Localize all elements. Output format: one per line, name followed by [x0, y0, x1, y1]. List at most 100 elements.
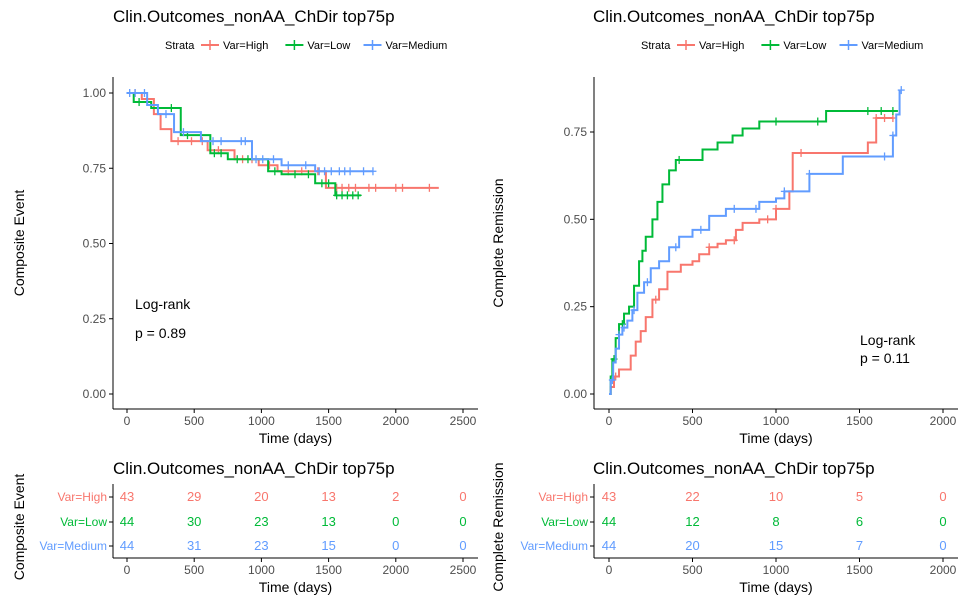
risk-count: 23 [254, 514, 268, 529]
p-value: p = 0.11 [860, 350, 910, 366]
risk-count: 0 [939, 538, 946, 553]
risk-count: 43 [120, 489, 134, 504]
series-line [127, 92, 373, 173]
risk-count: 0 [939, 489, 946, 504]
x-tick-label: 1500 [315, 414, 342, 428]
table-row-label: Var=Low [60, 515, 107, 529]
table-row-label: Var=High [58, 490, 107, 504]
table-x-tick-label: 0 [606, 563, 613, 577]
table-title: Clin.Outcomes_nonAA_ChDir top75p [113, 459, 395, 478]
risk-count: 0 [392, 514, 399, 529]
y-tick-label: 0.75 [83, 161, 107, 175]
table-y-axis-label: Complete Remission [490, 462, 506, 591]
table-y-axis-label: Composite Event [11, 474, 27, 581]
table-row-label: Var=Medium [521, 539, 588, 553]
table-x-tick-label: 0 [124, 563, 131, 577]
risk-count: 12 [685, 514, 699, 529]
table-x-axis-label: Time (days) [739, 579, 812, 595]
y-axis-label: Composite Event [11, 190, 27, 297]
y-axis-label: Complete Remission [490, 178, 506, 307]
risk-count: 20 [685, 538, 699, 553]
table-row-label: Var=Low [541, 515, 588, 529]
y-tick-label: 0.50 [564, 212, 588, 226]
legend-title: Strata [641, 40, 671, 52]
risk-count: 0 [392, 538, 399, 553]
chart-title: Clin.Outcomes_nonAA_ChDir top75p [593, 7, 875, 26]
table-x-tick-label: 2500 [450, 563, 477, 577]
logrank-label: Log-rank [135, 296, 191, 312]
risk-count: 2 [392, 489, 399, 504]
x-tick-label: 2000 [930, 414, 957, 428]
x-tick-label: 0 [606, 414, 613, 428]
x-tick-label: 2500 [450, 414, 477, 428]
x-tick-label: 1500 [846, 414, 873, 428]
series-line [609, 110, 898, 395]
risk-count: 43 [602, 489, 616, 504]
table-x-tick-label: 1000 [248, 563, 275, 577]
legend-entry: Var=High [223, 40, 268, 52]
table-x-tick-label: 1500 [846, 563, 873, 577]
table-row-label: Var=High [539, 490, 588, 504]
table-x-tick-label: 500 [682, 563, 702, 577]
risk-count: 15 [321, 538, 335, 553]
table-x-tick-label: 2000 [930, 563, 957, 577]
legend-entry: Var=Low [307, 40, 350, 52]
series-line [609, 90, 901, 395]
y-tick-label: 0.00 [83, 387, 107, 401]
y-tick-label: 0.75 [564, 125, 588, 139]
y-tick-label: 0.50 [83, 237, 107, 251]
risk-count: 0 [459, 514, 466, 529]
risk-count: 6 [856, 514, 863, 529]
risk-count: 7 [856, 538, 863, 553]
table-x-tick-label: 2000 [382, 563, 409, 577]
risk-count: 29 [187, 489, 201, 504]
risk-count: 31 [187, 538, 201, 553]
risk-count: 22 [685, 489, 699, 504]
series-line [127, 92, 439, 189]
x-tick-label: 500 [184, 414, 204, 428]
y-tick-label: 0.25 [83, 312, 107, 326]
risk-count: 5 [856, 489, 863, 504]
x-axis-label: Time (days) [259, 430, 332, 446]
legend-entry: Var=High [699, 40, 744, 52]
series-line [609, 117, 893, 395]
risk-count: 13 [321, 514, 335, 529]
y-tick-label: 0.00 [564, 387, 588, 401]
x-axis-label: Time (days) [739, 430, 812, 446]
table-x-tick-label: 1500 [315, 563, 342, 577]
logrank-label: Log-rank [860, 332, 916, 348]
legend-entry: Var=Medium [862, 40, 924, 52]
risk-count: 20 [254, 489, 268, 504]
y-tick-label: 0.25 [564, 300, 588, 314]
legend-entry: Var=Low [783, 40, 826, 52]
risk-count: 0 [459, 538, 466, 553]
risk-count: 23 [254, 538, 268, 553]
x-tick-label: 0 [124, 414, 131, 428]
risk-count: 8 [772, 514, 779, 529]
legend-entry: Var=Medium [386, 40, 448, 52]
table-x-axis-label: Time (days) [259, 579, 332, 595]
x-tick-label: 1000 [763, 414, 790, 428]
risk-count: 0 [459, 489, 466, 504]
risk-count: 13 [321, 489, 335, 504]
risk-count: 44 [120, 538, 134, 553]
x-tick-label: 500 [682, 414, 702, 428]
risk-count: 44 [602, 538, 616, 553]
risk-count: 10 [769, 489, 783, 504]
legend-title: Strata [165, 40, 195, 52]
risk-count: 15 [769, 538, 783, 553]
risk-count: 30 [187, 514, 201, 529]
chart-title: Clin.Outcomes_nonAA_ChDir top75p [113, 7, 395, 26]
y-tick-label: 1.00 [83, 86, 107, 100]
table-title: Clin.Outcomes_nonAA_ChDir top75p [593, 459, 875, 478]
risk-count: 0 [939, 514, 946, 529]
risk-count: 44 [120, 514, 134, 529]
table-x-tick-label: 1000 [763, 563, 790, 577]
risk-count: 44 [602, 514, 616, 529]
p-value: p = 0.89 [135, 325, 186, 341]
table-x-tick-label: 500 [184, 563, 204, 577]
table-row-label: Var=Medium [40, 539, 107, 553]
x-tick-label: 2000 [382, 414, 409, 428]
